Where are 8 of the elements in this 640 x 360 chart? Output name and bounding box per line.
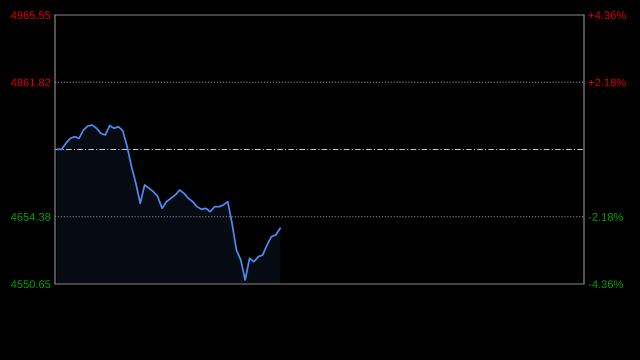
y2-tick-label: -4.36%	[588, 280, 623, 288]
y2-tick-label: +2.18%	[588, 78, 626, 86]
y-tick-label: 4861.82	[10, 78, 50, 86]
y-tick-label: 4550.65	[10, 280, 50, 288]
y2-tick-label: -2.18%	[588, 213, 623, 221]
y-tick-label: 4654.38	[10, 213, 50, 221]
y-tick-label: 4965.55	[10, 11, 50, 20]
y2-tick-label: +4.36%	[588, 11, 626, 20]
